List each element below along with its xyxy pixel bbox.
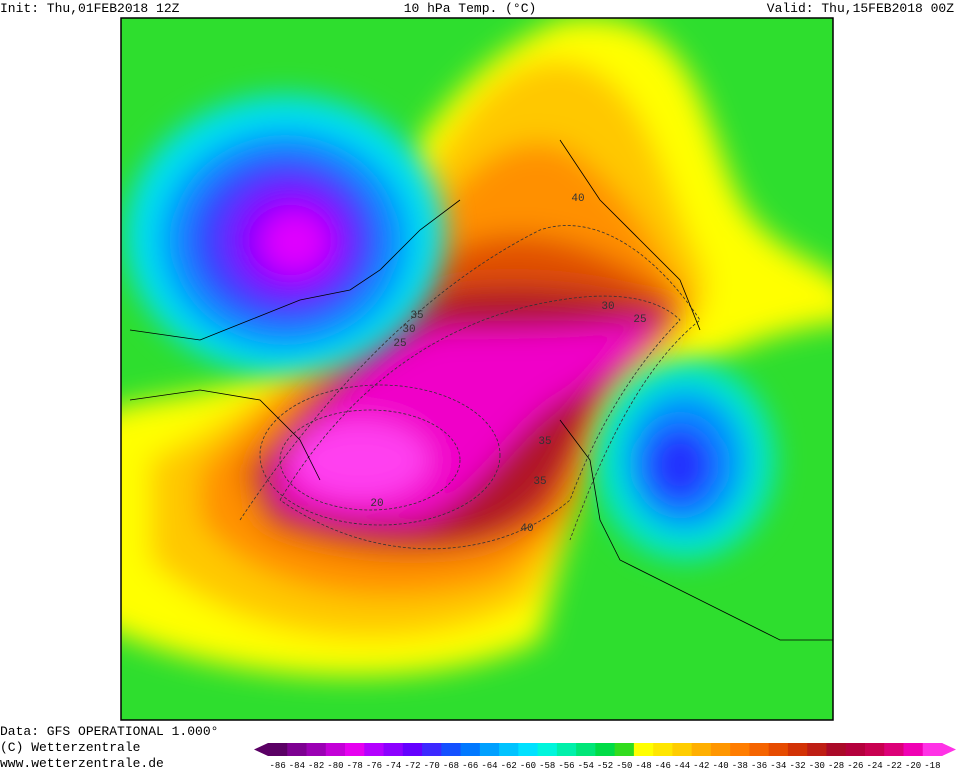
colorbar-swatch [499,743,519,756]
colorbar-arrow-left [254,743,268,756]
colorbar-label: -50 [616,761,632,770]
colorbar-label: -38 [732,761,748,770]
colorbar-label: -86 [270,761,286,770]
colorbar-label: -42 [693,761,709,770]
contour-label: 35 [533,476,546,488]
colorbar-swatch [402,743,423,756]
colorbar-label: -32 [789,761,805,770]
colorbar-label: -78 [347,761,363,770]
valid-time: Valid: Thu,15FEB2018 00Z [767,1,954,16]
colorbar-swatch [479,743,500,756]
colorbar-label: -62 [501,761,517,770]
colorbar-swatch [922,743,943,756]
colorbar-label: -46 [655,761,671,770]
colorbar-label: -82 [308,761,324,770]
colorbar-swatch [537,743,558,756]
colorbar-label: -48 [635,761,651,770]
colorbar-swatch [807,743,827,756]
colorbar-swatch [345,743,365,756]
colorbar-label: -60 [520,761,536,770]
colorbar-label: -74 [385,761,401,770]
colorbar-swatch [460,743,481,756]
colorbar-label: -84 [289,761,305,770]
colorbar-label: -56 [558,761,574,770]
colorbar-label: -58 [539,761,555,770]
colorbar-label: -54 [578,761,594,770]
map-title: 10 hPa Temp. (°C) [404,1,537,16]
colorbar-label: -44 [674,761,690,770]
colorbar-swatch [730,743,750,756]
init-time: Init: Thu,01FEB2018 12Z [0,1,180,16]
colorbar-label: -24 [866,761,882,770]
colorbar-swatch [787,743,808,756]
colorbar-label: -30 [809,761,825,770]
contour-label: 40 [520,523,533,535]
colorbar-swatch [441,743,462,756]
colorbar-label: -76 [366,761,382,770]
colorbar-swatch [710,743,731,756]
colorbar-swatch [903,743,924,756]
colorbar-swatch [653,743,673,756]
colorbar-label: -22 [886,761,902,770]
website: www.wetterzentrale.de [0,756,164,770]
map-border [120,17,834,721]
colorbar-swatch [884,743,904,756]
colorbar-label: -28 [828,761,844,770]
colorbar-swatch [614,743,635,756]
copyright: (C) Wetterzentrale [0,740,140,755]
contour-label: 30 [601,301,614,313]
colorbar-swatch [306,743,327,756]
colorbar-swatch [422,743,442,756]
colorbar-label: -80 [327,761,343,770]
colorbar-swatch [268,743,288,756]
contour-label: 25 [633,314,646,326]
colorbar-swatch [576,743,596,756]
colorbar-label: -52 [597,761,613,770]
colorbar-swatch [595,743,616,756]
colorbar-swatch [749,743,770,756]
colorbar-label: -66 [462,761,478,770]
contour-label: 35 [410,310,423,322]
colorbar-label: -26 [847,761,863,770]
colorbar-swatch [556,743,577,756]
colorbar-swatch [845,743,866,756]
colorbar-swatch [633,743,654,756]
colorbar-label: -40 [712,761,728,770]
coastlines [129,139,833,641]
colorbar-swatch [364,743,385,756]
contour-label: 25 [393,338,406,350]
colorbar-swatch [691,743,712,756]
colorbar-swatch [383,743,404,756]
map-field [121,18,833,720]
colorbar-swatch [287,743,308,756]
colorbar-swatch [325,743,346,756]
contour-label: 30 [402,324,415,336]
data-source: Data: GFS OPERATIONAL 1.000° [0,724,218,739]
contour-label: 40 [571,193,584,205]
colorbar-label: -70 [424,761,440,770]
colorbar-arrow-right [942,743,956,756]
colorbar-label: -68 [443,761,459,770]
colorbar-label: -34 [770,761,786,770]
colorbar-swatch [518,743,539,756]
colorbar-swatch [826,743,847,756]
contour-label: 35 [538,436,551,448]
colorbar-label: -72 [404,761,420,770]
colorbar-swatch [672,743,693,756]
colorbar-label: -64 [481,761,497,770]
colorbar-swatch [864,743,885,756]
colorbar-swatch [768,743,789,756]
contour-label: 20 [370,498,383,510]
colorbar-label: -36 [751,761,767,770]
colorbar-label: -20 [905,761,921,770]
contours [239,225,701,550]
colorbar-label: -18 [924,761,940,770]
